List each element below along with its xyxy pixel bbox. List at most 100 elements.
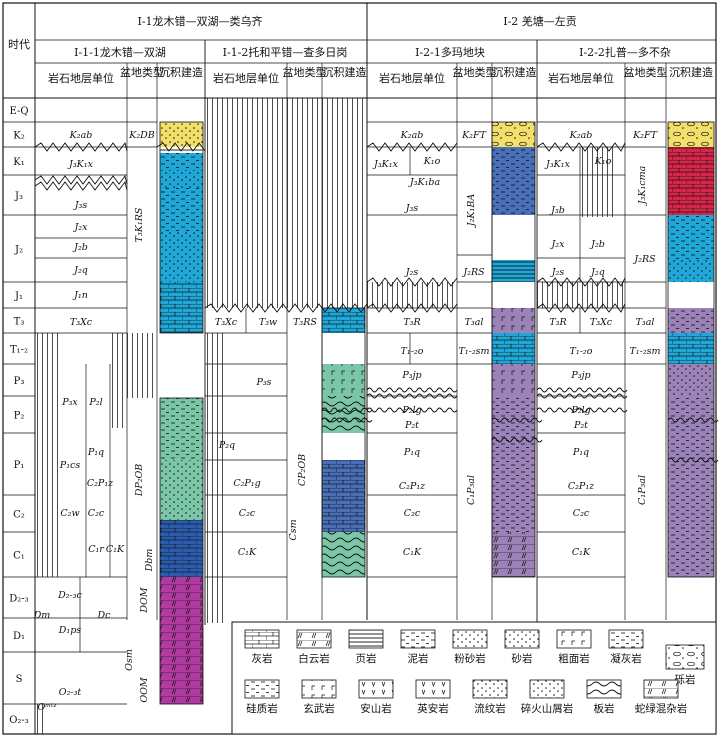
unit-label-col1: T₃Xc xyxy=(70,317,93,328)
unit-label-col2: P₃s xyxy=(255,377,271,388)
basin-label-col3: C₁P₃al xyxy=(466,475,477,505)
sed-column-1-upper-pattern xyxy=(160,232,203,282)
basin-label-col1: DOM xyxy=(139,587,150,613)
hatched-gap-col2-sed xyxy=(322,98,367,308)
era-label: T₃ xyxy=(14,317,25,328)
unit-label-col4: C₂c xyxy=(573,508,590,519)
era-label: S xyxy=(16,674,23,685)
unit-label-col4: P₁q xyxy=(572,447,589,458)
unit-label-col3: C₁K xyxy=(403,547,422,558)
unit-label-col1: J₃s xyxy=(73,200,88,211)
mudstone-legend-item: 泥岩 xyxy=(400,629,436,665)
trachyte-icon-pattern xyxy=(557,630,591,648)
unit-label-col1: P₁cs xyxy=(59,460,81,471)
basin-label-col1: OOM xyxy=(139,677,150,703)
era-label: T₁-₂ xyxy=(10,345,28,356)
unit-label-col1: J₂q xyxy=(72,265,88,276)
unit-label-col3: P₂lg xyxy=(401,405,421,416)
unit-label-col1: J₂x xyxy=(73,222,89,233)
unit-label-col3: T₃R xyxy=(403,317,420,328)
disconformity-line xyxy=(366,393,458,399)
subregion-1-1-title: Ⅰ-1-1龙木错—双湖 xyxy=(74,45,166,59)
basin-column-header: 盆地类型 xyxy=(120,65,164,79)
basin-label-col2: Csm xyxy=(288,519,299,540)
legend-label: 砾岩 xyxy=(675,673,696,686)
hatched-gap-col4-j3 xyxy=(580,147,615,217)
unit-label-col1: C₂w xyxy=(60,508,79,519)
unit-label-col1: Dm xyxy=(33,610,51,621)
hatched-gap-col2-basin xyxy=(287,98,322,308)
unit-label-col2: T₃w xyxy=(259,317,277,328)
sed-column-3-pattern xyxy=(492,147,535,175)
unit-label-col3: C₂c xyxy=(404,508,421,519)
hatched-gap-col2-top xyxy=(205,98,287,308)
sed-column-4-pattern xyxy=(668,215,714,260)
sed-column-3-pattern xyxy=(492,122,535,147)
unit-column-header: 岩石地层单位 xyxy=(48,71,114,85)
unconformity-line xyxy=(366,142,458,152)
siltstone-icon-pattern xyxy=(453,630,487,648)
unit-label-col2: P₂q xyxy=(218,440,235,451)
unit-label-col1: D₂-₃c xyxy=(57,590,82,601)
unit-label-col4: J₃b xyxy=(549,205,565,216)
era-label: K₁ xyxy=(13,157,24,168)
unconformity-line xyxy=(536,303,626,313)
unit-column-header: 岩石地层单位 xyxy=(213,71,279,85)
era-label: P₂ xyxy=(14,411,25,422)
disconformity-line xyxy=(491,417,543,423)
unit-label-col2: C₂P₁g xyxy=(233,478,260,489)
era-label: C₂ xyxy=(13,510,25,521)
unit-label-col1: C₂P₁z xyxy=(87,478,114,489)
unconformity-line xyxy=(366,277,458,287)
unconformity-line xyxy=(34,141,128,152)
disconformity-line xyxy=(536,393,628,399)
unit-label-col4: J₃K₁x xyxy=(544,159,571,170)
era-label: P₃ xyxy=(14,376,25,387)
sed-column-3-pattern xyxy=(492,364,535,396)
unit-label-col1: D₁ps xyxy=(58,625,82,636)
sed-column-2-pattern xyxy=(322,532,365,577)
sed-column-3-pattern xyxy=(492,532,535,577)
conglomerate-legend-item: 砾岩 xyxy=(665,644,705,686)
unit-label-col4: J₂s xyxy=(550,267,565,278)
unit-label-col3: J₃K₁x xyxy=(372,159,399,170)
unit-label-col4: K₁o xyxy=(594,156,612,167)
unit-label-col3: J₂s xyxy=(404,267,419,278)
basalt-legend-item: 玄武岩 xyxy=(301,679,337,715)
basin-label-col3: J₂K₁BA xyxy=(466,194,477,229)
unit-column-header: 岩石地层单位 xyxy=(548,71,614,85)
dolomite-icon-pattern xyxy=(297,630,331,648)
era-label: P₁ xyxy=(14,460,25,471)
sed-column-4-pattern xyxy=(668,147,714,215)
sed-column-1-upper-outline xyxy=(159,121,204,334)
unit-label-col1: P₂l xyxy=(88,397,102,408)
unit-label-col4: P₂lg xyxy=(570,405,590,416)
era-label: K₂ xyxy=(13,131,24,142)
sed-column-2-pattern xyxy=(322,396,365,433)
disconformity-line xyxy=(667,417,719,423)
sed-column-4-pattern xyxy=(668,308,714,333)
sed-column-1-upper-pattern xyxy=(160,153,203,170)
shale-icon-pattern xyxy=(349,630,383,648)
disconformity-line xyxy=(536,407,628,413)
unit-label-col1: Dc xyxy=(97,610,112,621)
unit-label-col4: T₃R xyxy=(549,317,566,328)
pyroclastic-icon-pattern xyxy=(530,680,564,698)
tuff-legend-item: 凝灰岩 xyxy=(608,629,644,665)
pyroclastic-legend-item: 碎火山屑岩 xyxy=(521,679,573,715)
limestone-legend-item: 灰岩 xyxy=(244,629,280,665)
basin-label-col3: J₂RS xyxy=(461,267,485,278)
sed-column-4-pattern xyxy=(668,364,714,396)
basin-label-col3: T₁-₂sm xyxy=(458,346,489,357)
basin-label-col4: K₂FT xyxy=(632,130,657,141)
subregion-2-2-title: Ⅰ-2-2扎普—多不杂 xyxy=(579,45,671,59)
basin-column-header: 盆地类型 xyxy=(624,65,668,79)
basin-label-col1: DP₂OB xyxy=(134,464,145,498)
sed-column-1-lower-pattern xyxy=(160,460,203,520)
era-label: J₁ xyxy=(14,291,23,302)
disconformity-line xyxy=(536,387,628,393)
basin-label-col2: T₃RS xyxy=(293,317,317,328)
sed-column-1-lower-pattern xyxy=(160,520,203,577)
